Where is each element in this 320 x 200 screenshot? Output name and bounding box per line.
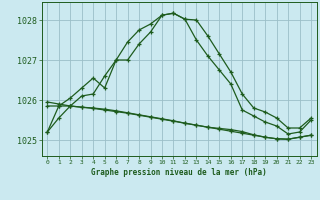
X-axis label: Graphe pression niveau de la mer (hPa): Graphe pression niveau de la mer (hPa) [91,168,267,177]
